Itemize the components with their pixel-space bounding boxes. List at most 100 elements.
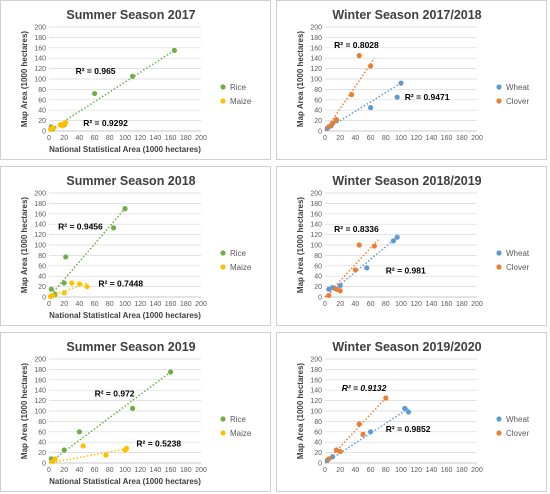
x-tick-label: 60: [367, 301, 375, 308]
data-point-rice: [171, 47, 177, 54]
y-tick-label: 60: [314, 429, 322, 436]
chart-title: Winter Season 2019/2020: [332, 340, 481, 354]
data-point-clover: [356, 421, 362, 427]
x-tick-label: 100: [395, 467, 407, 474]
y-tick-label: 100: [34, 77, 46, 84]
data-point-maize: [84, 284, 90, 290]
trendline-maize: [48, 447, 129, 464]
data-point-maize: [50, 292, 56, 299]
y-tick-label: 200: [34, 25, 46, 32]
x-tick-label: 0: [323, 301, 327, 308]
legend-label-wheat: Wheat: [506, 83, 530, 92]
trendline-wheat: [324, 407, 410, 464]
x-tick-label: 120: [410, 301, 422, 308]
x-tick-label: 0: [47, 467, 51, 474]
y-tick-label: 40: [314, 108, 322, 115]
data-point-rice: [63, 254, 69, 260]
x-tick-label: 80: [382, 135, 390, 142]
y-tick-label: 100: [34, 409, 46, 416]
data-point-wheat: [368, 105, 374, 111]
chart-panel-winter-2019-2020: Winter Season 2019/2020 0 20 40 60 80 100 120 14…: [276, 332, 547, 492]
x-tick-label: 140: [150, 301, 162, 308]
chart-panel-summer-2017: Summer Season 2017 0 20 40 60 80 100 120 140 160 1…: [0, 0, 271, 160]
data-point-clover: [337, 448, 343, 455]
y-tick-label: 60: [38, 263, 46, 270]
legend-label-wheat: Wheat: [506, 249, 530, 258]
trendline-rice: [48, 371, 172, 464]
x-tick-label: 120: [410, 135, 422, 142]
data-point-wheat: [394, 234, 400, 240]
y-tick-label: 80: [314, 419, 322, 426]
legend-marker-clover: [496, 430, 502, 436]
chart-title: Winter Season 2018/2019: [332, 174, 481, 188]
y-tick-label: 120: [34, 232, 46, 239]
y-tick-label: 100: [34, 243, 46, 250]
x-tick-label: 20: [60, 135, 68, 142]
x-tick-label: 40: [352, 467, 360, 474]
y-tick-label: 160: [310, 45, 322, 52]
trendline-wheat: [324, 236, 398, 298]
y-tick-label: 20: [314, 284, 322, 291]
scatter-chart-winter-2017-2018: Winter Season 2017/201802040608010012014…: [296, 8, 530, 142]
data-point-maize: [61, 290, 67, 296]
r2-label-wheat: R² = 0.981: [386, 266, 426, 276]
data-point-clover: [352, 267, 358, 273]
x-tick-label: 120: [410, 467, 422, 474]
x-tick-label: 0: [47, 135, 51, 142]
data-point-maize: [123, 445, 130, 452]
y-tick-label: 0: [42, 461, 46, 468]
y-tick-label: 60: [314, 97, 322, 104]
data-point-rice: [130, 73, 136, 79]
legend-label-rice: Rice: [230, 415, 247, 424]
data-point-clover: [337, 288, 343, 294]
r2-label-maize: R² = 0.9292: [83, 118, 128, 128]
x-tick-label: 160: [165, 301, 177, 308]
x-tick-label: 180: [180, 135, 192, 142]
y-tick-label: 160: [34, 45, 46, 52]
x-axis-title: National Statistical Area (1000 hectares…: [49, 311, 201, 320]
x-tick-label: 80: [106, 467, 114, 474]
x-tick-label: 60: [367, 135, 375, 142]
data-point-clover: [371, 243, 377, 249]
y-tick-label: 100: [310, 409, 322, 416]
data-point-rice: [76, 429, 82, 435]
scatter-chart-summer-2018: Summer Season 20180204060801001201401601…: [20, 174, 252, 320]
y-tick-label: 140: [310, 388, 322, 395]
x-tick-label: 80: [382, 467, 390, 474]
x-tick-label: 100: [395, 135, 407, 142]
y-tick-label: 120: [310, 398, 322, 405]
data-point-wheat: [337, 282, 343, 289]
data-point-wheat: [394, 94, 400, 100]
y-tick-label: 100: [310, 243, 322, 250]
legend-label-clover: Clover: [506, 429, 529, 438]
x-tick-label: 0: [323, 135, 327, 142]
y-tick-label: 80: [38, 87, 46, 94]
r2-label-wheat: R² = 0.9852: [386, 424, 431, 434]
y-tick-label: 120: [310, 66, 322, 73]
y-tick-label: 20: [38, 118, 46, 125]
y-tick-label: 60: [38, 429, 46, 436]
x-tick-label: 140: [150, 467, 162, 474]
y-tick-label: 40: [38, 108, 46, 115]
y-tick-label: 0: [318, 295, 322, 302]
data-point-rice: [61, 280, 67, 286]
y-tick-label: 80: [314, 253, 322, 260]
x-tick-label: 20: [60, 467, 68, 474]
x-tick-label: 180: [180, 301, 192, 308]
x-tick-label: 20: [336, 135, 344, 142]
scatter-chart-summer-2017: Summer Season 20170204060801001201401601…: [20, 8, 252, 154]
legend-marker-wheat: [496, 250, 502, 256]
x-tick-label: 200: [471, 467, 483, 474]
x-tick-label: 180: [180, 467, 192, 474]
r2-label-maize: R² = 0.7448: [98, 279, 143, 289]
trendline-clover: [324, 397, 387, 464]
x-tick-label: 200: [471, 135, 483, 142]
y-tick-label: 60: [38, 97, 46, 104]
x-tick-label: 100: [395, 301, 407, 308]
legend-label-rice: Rice: [230, 249, 247, 258]
y-tick-label: 80: [314, 87, 322, 94]
data-point-rice: [168, 369, 174, 375]
y-axis-title: Map Area (1000 hectares): [20, 197, 29, 294]
x-tick-label: 140: [426, 135, 438, 142]
x-tick-label: 60: [91, 135, 99, 142]
